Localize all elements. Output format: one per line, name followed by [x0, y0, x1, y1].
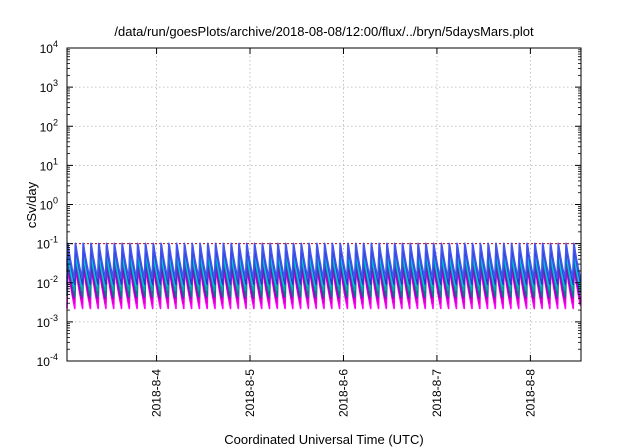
x-tick-label: 2018-8-8 — [523, 369, 537, 417]
series-layer — [66, 242, 582, 310]
x-tick-label: 2018-8-5 — [243, 369, 257, 417]
y-tick-label: 101 — [40, 156, 58, 173]
x-tick-label: 2018-8-7 — [430, 369, 444, 417]
y-tick-label: 104 — [40, 39, 58, 56]
x-axis: 2018-8-4 2018-8-5 2018-8-6 2018-8-7 2018-8-8 — [150, 48, 537, 417]
x-axis-title: Coordinated Universal Time (UTC) — [224, 432, 423, 447]
y-axis: 104 103 102 101 100 10-1 10-2 10-3 10-4 — [37, 39, 581, 369]
series-line — [66, 245, 582, 286]
y-tick-label: 10-1 — [37, 235, 58, 252]
y-tick-label: 100 — [40, 196, 58, 213]
y-tick-label: 10-4 — [37, 352, 58, 369]
y-tick-label: 10-2 — [37, 274, 58, 291]
y-tick-label: 102 — [40, 117, 58, 134]
y-axis-title: cSv/day — [24, 181, 39, 228]
x-tick-label: 2018-8-6 — [336, 369, 350, 417]
y-tick-label: 103 — [40, 78, 58, 95]
chart-title: /data/run/goesPlots/archive/2018-08-08/1… — [114, 24, 534, 39]
series-line — [66, 255, 582, 298]
series-line — [66, 266, 582, 310]
y-tick-label: 10-3 — [37, 313, 58, 330]
series-line — [66, 242, 582, 280]
x-tick-label: 2018-8-4 — [150, 369, 164, 417]
